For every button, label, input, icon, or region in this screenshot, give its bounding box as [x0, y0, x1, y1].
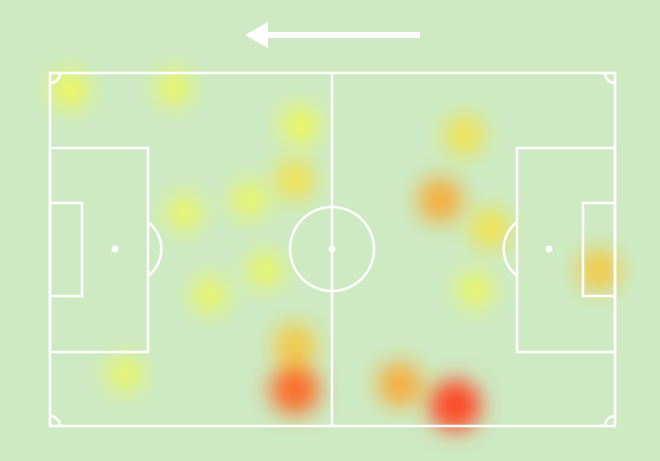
heat-spot [231, 182, 267, 218]
heat-spot [107, 356, 143, 392]
direction-arrow [245, 22, 420, 48]
heat-spot [444, 115, 485, 156]
heat-spot [273, 323, 317, 367]
heat-layer [51, 70, 621, 432]
heat-spot [429, 379, 482, 432]
center-circle [288, 205, 376, 293]
center-spot [328, 245, 336, 253]
left-arc [147, 221, 163, 277]
heat-spot [156, 70, 192, 106]
heat-spot [457, 272, 493, 308]
left-goal-area [48, 201, 84, 298]
left-penalty-spot [111, 245, 119, 253]
heat-spot [270, 364, 320, 415]
heat-spot [281, 106, 320, 144]
heat-spot [577, 249, 621, 292]
heat-spot [470, 208, 511, 249]
heat-spot [51, 71, 89, 109]
heat-spot [192, 277, 228, 313]
right-arc [502, 221, 518, 277]
heat-spot [166, 195, 203, 231]
pitch-lines [48, 71, 617, 428]
heat-spot [274, 159, 315, 200]
right-penalty-spot [545, 245, 553, 253]
heat-spot [417, 177, 463, 223]
corner-arcs [49, 72, 616, 427]
right-goal-area [581, 201, 617, 298]
heat-spot [377, 362, 423, 407]
arrow-head [245, 22, 268, 48]
heat-spot [247, 252, 283, 288]
